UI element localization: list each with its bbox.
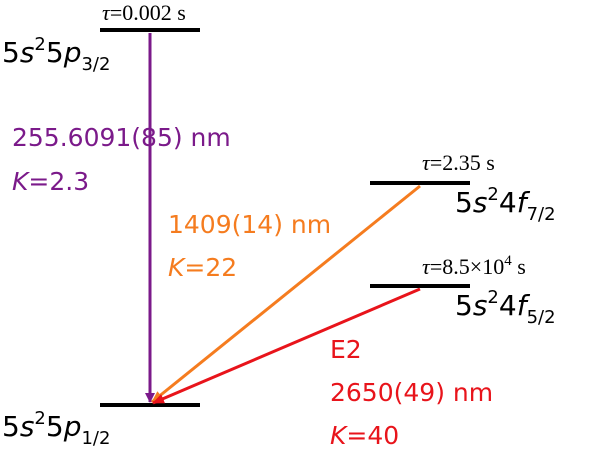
k-factor: K=22	[168, 253, 237, 282]
wavelength: 1409(14) nm	[168, 210, 331, 239]
lifetime: τ=0.002 s	[102, 0, 186, 25]
wavelength: 2650(49) nm	[330, 378, 493, 407]
configuration: 5s24f5/2	[455, 287, 556, 328]
configuration: 5s25p3/2	[2, 34, 110, 75]
configuration: 5s25p1/2	[2, 408, 110, 449]
k-factor: K=2.3	[12, 167, 89, 196]
transition-arrow	[152, 287, 421, 405]
multipolarity: E2	[330, 335, 362, 364]
wavelength: 255.6091(85) nm	[12, 123, 231, 152]
k-factor: K=40	[330, 421, 399, 450]
lifetime: τ=2.35 s	[422, 150, 495, 175]
lifetime: τ=8.5×104 s	[422, 253, 526, 279]
transition-arrow	[151, 184, 421, 404]
configuration: 5s24f7/2	[455, 184, 556, 225]
